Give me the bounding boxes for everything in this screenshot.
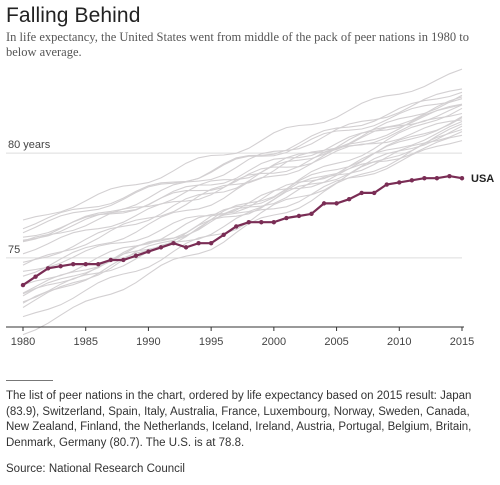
usa-data-point [271,220,277,225]
usa-data-point [221,232,226,238]
usa-data-point [121,257,126,263]
peer-nation-line [22,104,463,242]
usa-data-point [422,176,427,181]
peer-nation-line [22,128,463,336]
x-tick-label: 1995 [199,336,223,348]
peer-nation-line [22,104,463,277]
peer-nation-line [22,96,463,263]
chart-subtitle: In life expectancy, the United States we… [6,30,469,59]
usa-data-point [171,240,176,246]
usa-data-point [108,257,114,263]
x-tick-label: 1990 [136,336,160,348]
usa-data-point [246,220,251,225]
peer-nation-line [22,131,463,294]
x-tick-label: 2015 [450,336,474,348]
usa-data-point [259,220,264,225]
chart-title: Falling Behind [6,4,141,27]
usa-data-point [133,253,139,258]
usa-data-point [58,264,63,269]
life-expectancy-chart: 75 80 years 1980 1985 1990 1995 2000 2005 2010 20… [6,68,494,348]
usa-series-label: USA [471,173,494,185]
peer-nation-line [22,103,463,241]
usa-data-point [284,215,289,221]
usa-data-point [196,240,201,246]
usa-data-point [70,261,76,267]
peer-nation-line [22,119,463,238]
peer-nation-line [22,123,463,318]
usa-data-point [45,266,51,271]
usa-data-point [334,201,339,206]
usa-data-point [20,282,26,288]
peer-nation-line [22,140,463,303]
usa-data-point [234,224,239,229]
usa-data-point [459,176,465,181]
usa-data-point [321,201,327,206]
usa-data-point [83,261,88,267]
peer-nation-line [22,88,463,243]
peer-nation-line [22,68,463,221]
note-divider [6,380,53,381]
usa-data-point [397,180,402,185]
usa-data-point [208,240,214,246]
peer-nation-line [22,116,463,304]
usa-data-point [372,190,377,196]
x-tick-label: 2000 [262,336,286,348]
x-tick-label: 1985 [73,336,97,348]
usa-data-point [309,211,314,217]
footnote: The list of peer nations in the chart, o… [6,390,472,449]
usa-data-point [96,261,101,267]
peer-nation-line [22,94,463,266]
usa-data-point [409,178,415,183]
usa-data-point [447,173,452,179]
usa-data-point [33,274,38,279]
y-tick-label: 80 years [8,139,51,151]
usa-data-point [434,176,440,181]
peer-nation-line [22,134,463,272]
usa-data-point [146,249,151,254]
y-tick-label: 75 [8,244,20,256]
usa-data-point [183,245,189,250]
peer-nation-line [22,91,463,234]
peer-nation-line [22,120,463,286]
usa-data-point [384,182,389,187]
x-tick-label: 1980 [11,336,35,348]
usa-data-point [158,245,164,250]
usa-data-point [296,213,302,219]
usa-data-point [359,190,364,196]
usa-data-point [346,196,352,202]
x-tick-label: 2005 [324,336,348,348]
peer-nation-line [22,98,463,230]
peer-nation-line [22,107,463,308]
source-line: Source: National Research Council [6,463,185,475]
x-tick-label: 2010 [387,336,411,348]
